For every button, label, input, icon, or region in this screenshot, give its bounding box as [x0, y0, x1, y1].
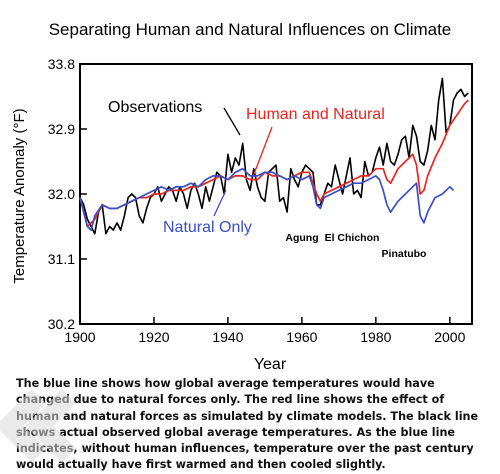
y-tick-label: 30.2 [48, 316, 75, 332]
chart-title: Separating Human and Natural Influences … [48, 20, 452, 39]
y-tick-label: 32.9 [48, 121, 75, 137]
x-tick-label: 1980 [360, 329, 391, 345]
y-tick-label: 31.1 [48, 251, 75, 267]
x-tick-label: 1920 [138, 329, 169, 345]
annotation-el-chichon: El Chichon [325, 232, 380, 244]
x-tick-label: 1940 [212, 329, 243, 345]
y-axis-label: Temperature Anomaly (°F) [11, 108, 28, 283]
series-line-observations [79, 77, 469, 235]
legend-label-human-and-natural: Human and Natural [246, 106, 385, 123]
chart-canvas: 1900 1920 1940 1960 1980 2000 30.2 31.1 32.0 32.… [11, 56, 473, 372]
x-axis-label: Year [254, 356, 287, 372]
x-axis: 1900 1920 1940 1960 1980 2000 [64, 317, 466, 345]
pointer-line-observations [223, 107, 241, 136]
pointer-line-natural-only [213, 189, 227, 217]
series-line-natural-only [79, 167, 455, 231]
y-tick-label: 32.0 [48, 186, 75, 202]
x-tick-label: 1900 [64, 329, 95, 345]
legend-label-natural-only: Natural Only [163, 219, 252, 236]
annotation-pinatubo: Pinatubo [382, 248, 427, 260]
x-tick-label: 2000 [434, 329, 465, 345]
annotation-agung: Agung [285, 232, 318, 244]
y-tick-label: 33.8 [48, 56, 75, 72]
pointer-line-human-and-natural [253, 126, 273, 175]
series-layer [79, 77, 469, 235]
y-axis: 30.2 31.1 32.0 32.9 33.8 [48, 56, 87, 332]
label-layer: Observations Human and Natural Natural Onl… [108, 99, 426, 260]
legend-label-observations: Observations [108, 99, 202, 116]
x-tick-label: 1960 [286, 329, 317, 345]
figure-caption: The blue line shows how global average t… [16, 377, 479, 472]
